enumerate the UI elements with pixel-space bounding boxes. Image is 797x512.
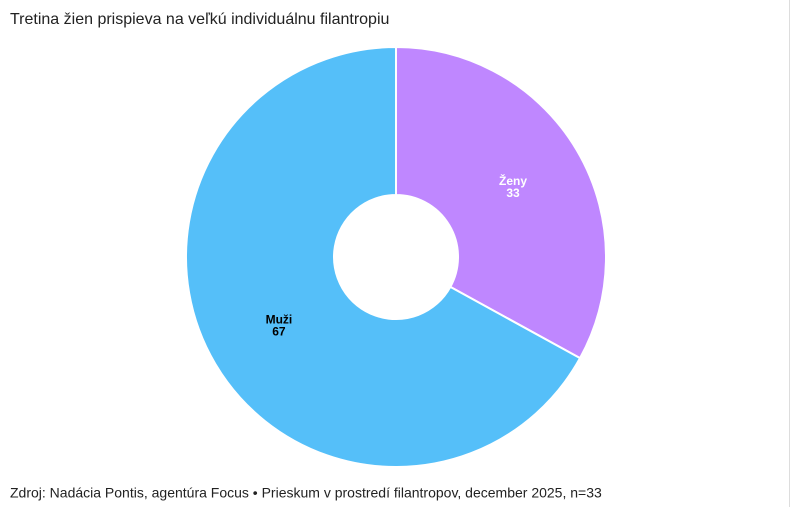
value-label: 67: [272, 324, 286, 338]
value-label: 33: [506, 186, 520, 200]
source-note: Zdroj: Nadácia Pontis, agentúra Focus • …: [10, 485, 602, 501]
donut-slice: [395, 45, 607, 360]
chart-title: Tretina žien prispieva na veľkú individu…: [10, 11, 389, 28]
slice-label: Ženy: [499, 173, 527, 188]
frame-edge: [789, 0, 790, 507]
donut-slice: [185, 45, 582, 468]
slice-label: Muži: [266, 312, 293, 326]
